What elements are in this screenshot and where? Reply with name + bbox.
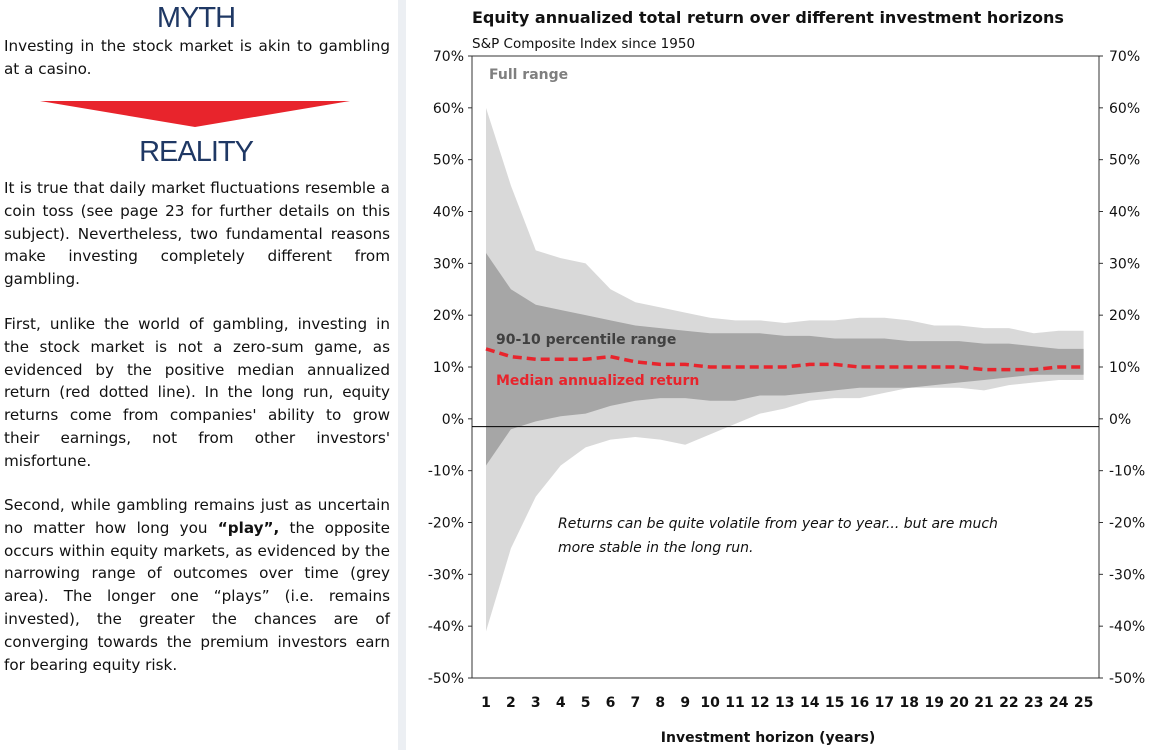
x-tick-label: 9 (680, 695, 690, 711)
text-panel: MYTH Investing in the stock market is ak… (0, 0, 398, 750)
y-axis-left: 70% 60% 50% 40% 30% 20% 10% 0% -10% -20% -30% -40% -… (428, 49, 472, 687)
x-tick-label: 5 (581, 695, 591, 711)
x-tick-label: 16 (850, 695, 869, 711)
legend-90-10-range: 90-10 percentile range (496, 332, 676, 348)
x-tick-label: 4 (556, 695, 566, 711)
y-axis-right: 70% 60% 50% 40% 30% 20% 10% 0% -10% -20% -30% -40% -… (1099, 49, 1145, 687)
y-tick-label-left: 30% (433, 256, 464, 272)
y-tick-label-left: 10% (433, 360, 464, 376)
paragraph-3-end: the opposite occurs within equity market… (4, 518, 390, 674)
paragraph-1: It is true that daily market fluctuation… (4, 179, 390, 289)
x-tick-label: 11 (725, 695, 744, 711)
x-tick-label: 23 (1024, 695, 1043, 711)
y-tick-label-right: 60% (1109, 101, 1140, 117)
legend-full-range: Full range (489, 67, 568, 83)
x-tick-label: 25 (1074, 695, 1093, 711)
y-tick-label-left: 40% (433, 205, 464, 221)
y-tick-label-right: -10% (1109, 464, 1145, 480)
chart-subtitle: S&P Composite Index since 1950 (472, 36, 696, 52)
y-tick-label-right: 10% (1109, 360, 1140, 376)
y-tick-label-left: 20% (433, 308, 464, 324)
x-tick-label: 24 (1049, 695, 1069, 711)
y-tick-label-right: -40% (1109, 619, 1145, 635)
y-tick-label-right: 50% (1109, 153, 1140, 169)
x-axis-title: Investment horizon (years) (661, 730, 875, 746)
x-tick-label: 2 (506, 695, 516, 711)
y-tick-label-left: 70% (433, 49, 464, 65)
x-tick-label: 8 (655, 695, 665, 711)
y-tick-label-right: 40% (1109, 205, 1140, 221)
red-down-arrow-icon (40, 101, 350, 127)
x-tick-label: 22 (999, 695, 1018, 711)
chart-annotation-line-1: Returns can be quite volatile from year … (558, 516, 998, 532)
paragraph-3: Second, while gambling remains just as u… (4, 494, 390, 676)
y-tick-label-right: 0% (1109, 412, 1131, 428)
myth-text: Investing in the stock market is akin to… (4, 37, 390, 78)
paragraph-2: First, unlike the world of gambling, inv… (4, 315, 390, 470)
x-tick-label: 20 (949, 695, 969, 711)
x-tick-label: 7 (631, 695, 641, 711)
y-tick-label-right: -20% (1109, 516, 1145, 532)
chart-svg: 70%60%50%40%30%20%10%0%-10%-20%-30%-40%-… (428, 49, 1145, 746)
x-tick-label: 17 (875, 695, 894, 711)
myth-heading: MYTH (156, 2, 236, 34)
x-tick-label: 13 (775, 695, 794, 711)
y-tick-label-right: -50% (1109, 671, 1145, 687)
y-tick-label-right: 70% (1109, 49, 1140, 65)
range-bands (486, 107, 1084, 632)
y-tick-label-left: -30% (428, 567, 464, 583)
y-tick-label-left: -20% (428, 516, 464, 532)
y-tick-label-left: 60% (433, 101, 464, 117)
x-tick-label: 15 (825, 695, 844, 711)
x-tick-label: 12 (750, 695, 769, 711)
y-tick-label-left: -50% (428, 671, 464, 687)
x-tick-label: 19 (924, 695, 943, 711)
chart-title: Equity annualized total return over diff… (472, 8, 1064, 27)
y-tick-label-left: -40% (428, 619, 464, 635)
chart-annotation-line-2: more stable in the long run. (558, 540, 753, 556)
median-line (485, 347, 1084, 372)
x-tick-label: 10 (700, 695, 720, 711)
x-tick-label: 14 (800, 695, 820, 711)
y-tick-label-left: 50% (433, 153, 464, 169)
x-tick-label: 6 (606, 695, 616, 711)
percentile-range-band (486, 252, 1084, 466)
y-tick-label-right: 30% (1109, 256, 1140, 272)
y-tick-label-left: -10% (428, 464, 464, 480)
x-tick-label: 1 (481, 695, 491, 711)
x-tick-label: 18 (900, 695, 919, 711)
x-tick-label: 21 (974, 695, 993, 711)
reality-heading: REALITY (139, 136, 254, 168)
y-tick-label-right: 20% (1109, 308, 1140, 324)
x-tick-label: 3 (531, 695, 541, 711)
panel-divider (398, 0, 406, 750)
paragraph-3-start: Second, while gambling remains just as u… (4, 496, 390, 537)
chart-panel: Equity annualized total return over diff… (406, 0, 1158, 750)
x-axis: 1 2 3 4 5 6 7 8 9 10 11 12 13 14 15 16 17 18 19 20 21 22 23 24 2… (481, 695, 1093, 711)
y-tick-label-right: -30% (1109, 567, 1145, 583)
paragraph-3-bold: “play”, (217, 518, 280, 537)
legend-median: Median annualized return (496, 373, 699, 389)
y-tick-label-left: 0% (442, 412, 464, 428)
